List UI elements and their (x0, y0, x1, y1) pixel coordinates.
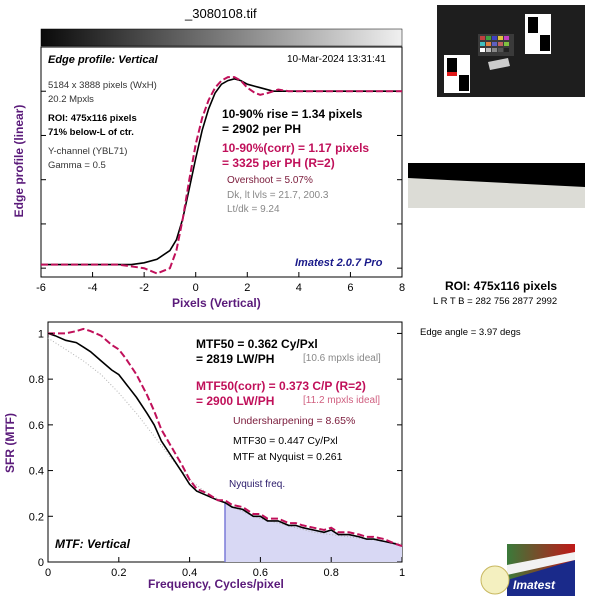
imatest-watermark: Imatest 2.0.7 Pro (295, 257, 383, 269)
mtf50-stat: MTF50 = 0.362 Cy/Pxl (196, 337, 318, 351)
mtf50corr-stat: MTF50(corr) = 0.373 C/P (R=2) (196, 379, 366, 393)
edge-timestamp: 10-Mar-2024 13:31:41 (287, 54, 386, 65)
edge-chart-title: Edge profile: Vertical (48, 54, 158, 66)
mtf-x-tick-label-3: 0.6 (253, 567, 268, 579)
mtf-y-tick-label-4: 0.8 (29, 374, 44, 386)
edge-profile-corr-line (41, 76, 402, 275)
gray-scale-strip (40, 28, 403, 47)
mtf-y-label: SFR (MTF) (3, 413, 17, 473)
levels-stat: Dk, lt lvls = 21.7, 200.3 (227, 190, 329, 201)
edge-x-tick-label-2: -2 (139, 282, 149, 294)
imatest-logo (480, 544, 575, 596)
edge-profile-line (41, 77, 402, 266)
rise-stat: 10-90% rise = 1.34 pixels (222, 107, 363, 121)
roi-title: ROI: 475x116 pixels (445, 279, 558, 293)
ltdk-stat: Lt/dk = 9.24 (227, 204, 280, 215)
mtf-y-tick-label-0: 0 (38, 557, 44, 569)
imatest-logo-text: Imatest (513, 578, 556, 592)
undersharp-stat: Undersharpening = 8.65% (233, 415, 356, 427)
mtf-x-tick-label-1: 0.2 (111, 567, 126, 579)
mtf-x-tick-label-0: 0 (45, 567, 51, 579)
roi-thumbnail (437, 5, 585, 97)
edge-info-0: 5184 x 3888 pixels (WxH) (48, 80, 157, 91)
edge-x-tick-label-4: 2 (244, 282, 250, 294)
rise-corr-stat: 10-90%(corr) = 1.17 pixels (222, 141, 370, 155)
nyquist-label: Nyquist freq. (229, 479, 286, 490)
edge-angle: Edge angle = 3.97 degs (420, 327, 521, 338)
mtf-y-tick-label-5: 1 (38, 328, 44, 340)
mtf-corr-line (48, 327, 403, 547)
mtf30-stat: MTF30 = 0.447 Cy/Pxl (233, 435, 338, 447)
rise-corr-ph-stat: = 3325 per PH (R=2) (222, 156, 335, 170)
edge-plot-area (41, 76, 402, 275)
mtf-chart-title: MTF: Vertical (55, 537, 130, 551)
edge-info-3: 71% below-L of ctr. (48, 127, 134, 138)
edge-x-ticks: -6 -4 -2 0 2 4 6 8 (36, 272, 405, 294)
nyquist-stat: MTF at Nyquist = 0.261 (233, 451, 343, 463)
mtf50-ideal-stat: [10.6 mpxls ideal] (303, 353, 381, 364)
mtf-line (47, 332, 403, 547)
mtf-x-tick-label-4: 0.8 (324, 567, 339, 579)
edge-x-tick-label-3: 0 (193, 282, 199, 294)
mtf-x-tick-label-2: 0.4 (182, 567, 197, 579)
mtf50corr-lw-stat: = 2900 LW/PH (196, 394, 275, 408)
nyquist-region (225, 502, 402, 562)
mtf-y-tick-label-2: 0.4 (29, 466, 44, 478)
roi-coords: L R T B = 282 756 2877 2992 (433, 296, 558, 307)
mtf-y-tick-label-1: 0.2 (29, 511, 44, 523)
rise-ph-stat: = 2902 per PH (222, 122, 302, 136)
edge-info-5: Gamma = 0.5 (48, 160, 106, 171)
mtf-y-tick-label-3: 0.6 (29, 420, 44, 432)
edge-x-label: Pixels (Vertical) (172, 296, 261, 310)
edge-info-1: 20.2 Mpxls (48, 94, 94, 105)
edge-x-tick-label-1: -4 (88, 282, 98, 294)
mtf-y-ticks: 0 0.2 0.4 0.6 0.8 1 (29, 328, 402, 569)
mtf-plot-area (47, 327, 403, 562)
mtf50corr-ideal-stat: [11.2 mpxls ideal] (303, 395, 381, 406)
mtf50-lw-stat: = 2819 LW/PH (196, 352, 275, 366)
edge-x-tick-label-0: -6 (36, 282, 46, 294)
mtf-x-label: Frequency, Cycles/pixel (148, 577, 284, 591)
edge-x-tick-label-6: 6 (347, 282, 353, 294)
edge-x-tick-label-7: 8 (399, 282, 405, 294)
overshoot-stat: Overshoot = 5.07% (227, 175, 313, 186)
edge-image-crop (408, 163, 585, 208)
mtf-x-tick-label-5: 1 (399, 567, 405, 579)
edge-info-4: Y-channel (YBL71) (48, 146, 128, 157)
mtf-x-ticks: 0 0.2 0.4 0.6 0.8 1 (45, 557, 405, 579)
file-title: _3080108.tif (185, 6, 257, 21)
edge-y-label: Edge profile (linear) (12, 104, 26, 218)
edge-info-2: ROI: 475x116 pixels (48, 113, 137, 124)
edge-x-tick-label-5: 4 (296, 282, 302, 294)
